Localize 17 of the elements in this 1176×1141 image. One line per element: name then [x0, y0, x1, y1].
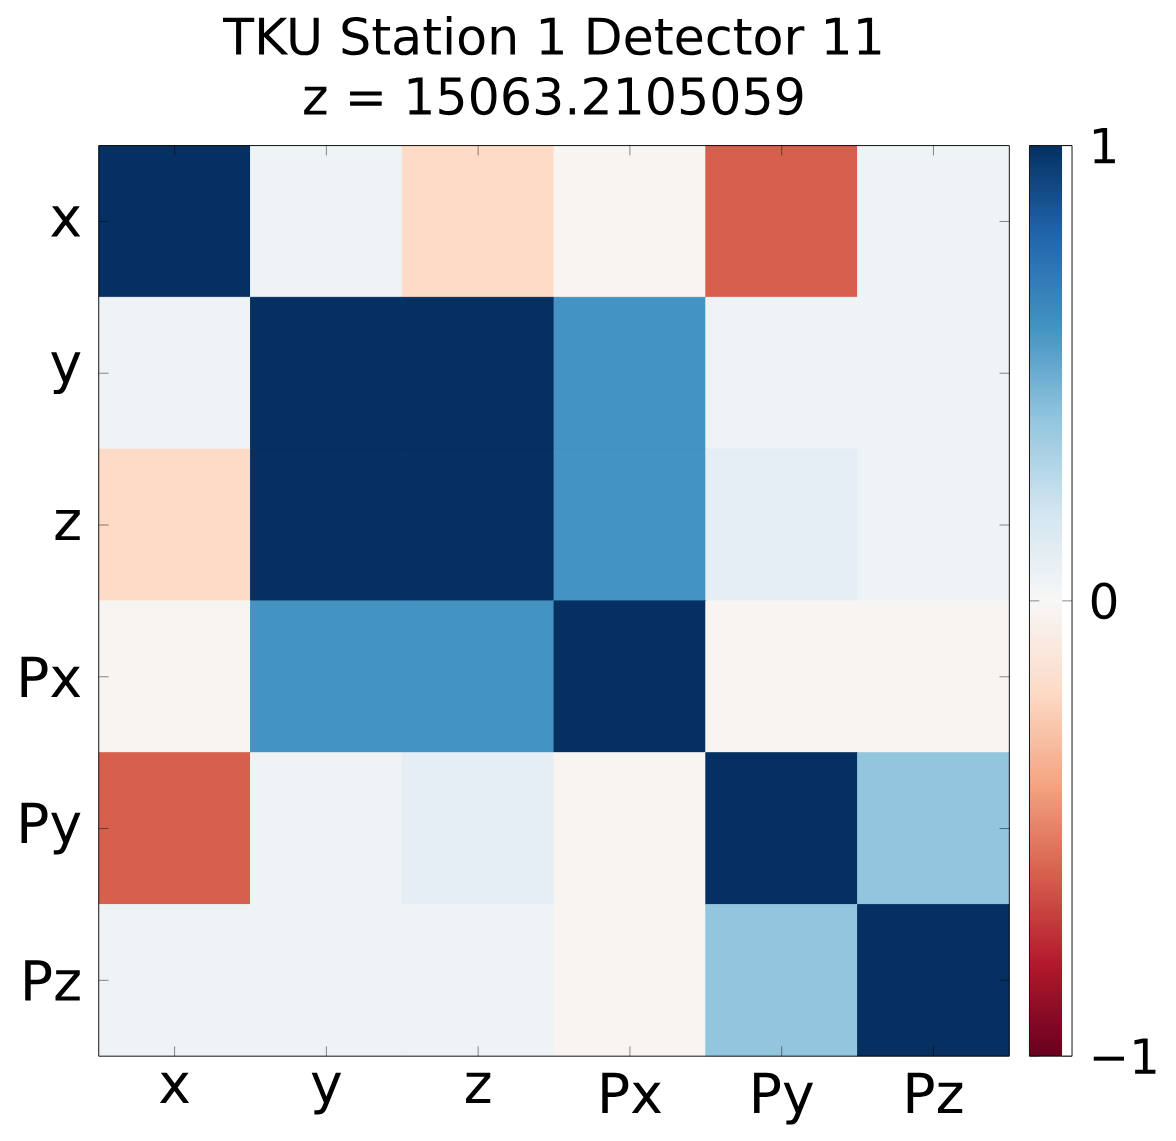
- y-tick-label: x: [51, 206, 81, 237]
- color-bar-label: 0: [1091, 582, 1117, 620]
- x-tick-label: z: [466, 1072, 491, 1104]
- chart-subtitle: z = 15063.2105059: [304, 77, 803, 116]
- y-tick-label: Pz: [25, 960, 80, 1001]
- color-bar-label: 1: [1093, 128, 1115, 164]
- y-tick-label: Px: [21, 656, 81, 698]
- y-tick-label: Py: [21, 802, 81, 855]
- x-tick-label: Pz: [907, 1072, 963, 1114]
- x-tick-label: Px: [602, 1072, 662, 1114]
- y-tick-label: z: [55, 510, 80, 541]
- color-bar-label: −1: [1093, 1038, 1156, 1074]
- chart-title: TKU Station 1 Detector 11: [222, 16, 881, 56]
- x-tick-label: Py: [754, 1072, 814, 1125]
- x-tick-label: y: [311, 1072, 342, 1115]
- y-tick-label: y: [51, 352, 81, 395]
- x-tick-label: x: [159, 1072, 190, 1104]
